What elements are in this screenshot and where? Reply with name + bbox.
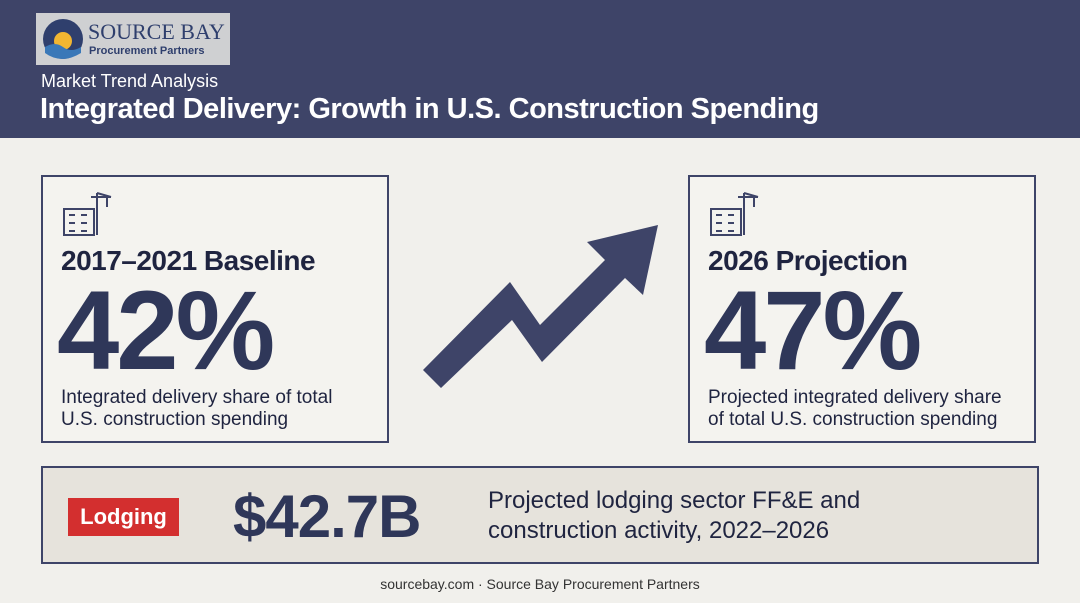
subtitle: Market Trend Analysis (41, 71, 219, 91)
card-description: Projected integrated delivery share of to… (708, 387, 1002, 431)
line: of total U.S. construction spending (708, 409, 998, 430)
line: Integrated delivery share of total (61, 387, 333, 408)
logo-icon (43, 19, 83, 59)
banner: Lodging $42.7B Projected lodging sector … (41, 466, 1039, 564)
line: U.S. construction spending (61, 409, 289, 430)
line: construction activity, 2022–2026 (488, 517, 830, 544)
banner-value: $42.7B (233, 483, 421, 550)
logo-tagline: Procurement Partners (89, 45, 205, 57)
sector-tag: Lodging (68, 498, 179, 536)
card-description: Integrated delivery share of total U.S. c… (61, 387, 332, 431)
footer: sourcebay.com · Source Bay Procurement P… (380, 576, 700, 592)
trend-arrow (423, 225, 658, 388)
card-value: 42% (57, 268, 275, 393)
crane-icon (63, 192, 112, 236)
card: 2026 Projection 47% Projected integrated… (688, 175, 1036, 443)
line: Projected lodging sector FF&E and (488, 487, 861, 514)
title: Integrated Delivery: Growth in U.S. Cons… (40, 93, 819, 125)
card-value: 47% (704, 268, 922, 393)
line: Projected integrated delivery share (708, 387, 1002, 408)
card-heading: 2026 Projection (708, 245, 908, 276)
logo-name: SOURCE BAY (88, 19, 225, 44)
crane-icon (710, 192, 759, 236)
card: 2017–2021 Baseline 42% Integrated delive… (41, 175, 389, 443)
logo: SOURCE BAY Procurement Partners (36, 13, 230, 65)
banner-description: Projected lodging sector FF&E and constru… (488, 486, 860, 546)
header: SOURCE BAY Procurement Partners Market T… (0, 0, 1080, 138)
card-heading: 2017–2021 Baseline (61, 245, 316, 276)
